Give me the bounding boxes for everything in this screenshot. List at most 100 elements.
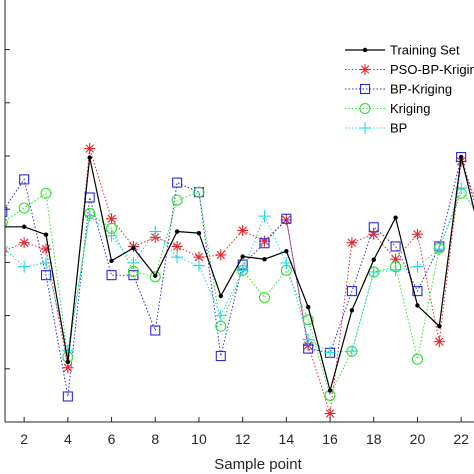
- data-point: [284, 249, 289, 254]
- data-point: [215, 249, 227, 261]
- data-point: [415, 303, 420, 308]
- data-point: [389, 263, 402, 276]
- data-point: [109, 258, 114, 264]
- legend-box: [340, 37, 474, 147]
- series-line: [5, 155, 474, 397]
- data-point: [153, 273, 158, 278]
- x-tick-label: 2: [20, 431, 28, 447]
- data-point: [302, 314, 314, 326]
- data-point: [43, 232, 49, 237]
- legend-label: PSO-BP-Kriging: [390, 62, 474, 77]
- data-point: [40, 256, 52, 269]
- data-point: [345, 345, 358, 358]
- data-point: [458, 154, 464, 160]
- legend: Training Set PSO-BP-Kriging BP-Kriging Krig…: [340, 37, 474, 147]
- series-kriging: [5, 186, 474, 401]
- series-line: [5, 191, 474, 397]
- data-point: [349, 308, 355, 313]
- data-point: [40, 187, 52, 199]
- data-point: [367, 265, 380, 278]
- legend-item: BP-Kriging: [345, 82, 452, 97]
- data-point: [40, 270, 52, 281]
- data-point: [359, 83, 371, 95]
- data-point: [259, 238, 270, 249]
- legend-label: Kriging: [390, 101, 430, 116]
- data-point: [240, 254, 245, 259]
- data-point: [258, 291, 271, 304]
- data-point: [346, 286, 357, 297]
- data-point: [172, 177, 183, 188]
- data-point: [215, 350, 226, 362]
- x-tick-label: 22: [453, 431, 469, 447]
- data-point: [412, 286, 423, 297]
- x-tick-label: 4: [64, 431, 72, 447]
- axes: [4, 0, 474, 423]
- data-point: [262, 257, 267, 262]
- data-point: [65, 359, 71, 365]
- data-point: [19, 174, 30, 185]
- data-point: [393, 215, 398, 220]
- data-point: [218, 293, 223, 299]
- legend-item: BP: [345, 121, 407, 136]
- data-point: [5, 246, 9, 248]
- data-point: [171, 194, 183, 206]
- data-point: [149, 225, 162, 238]
- data-point: [127, 256, 140, 269]
- data-point: [368, 222, 379, 233]
- series-layer: [0, 143, 474, 419]
- data-point: [324, 346, 337, 359]
- ticks: 2 4 6 8 10 12 14 16 18 20 22: [5, 49, 469, 447]
- x-tick-label: 14: [279, 431, 295, 447]
- data-point: [433, 243, 446, 256]
- data-point: [437, 324, 442, 329]
- data-point: [302, 333, 315, 346]
- legend-item: Training Set: [345, 43, 460, 58]
- data-point: [411, 260, 424, 273]
- x-tick-label: 6: [108, 431, 116, 447]
- data-point: [171, 251, 184, 264]
- data-point: [131, 245, 136, 251]
- data-point: [150, 325, 161, 336]
- series-bp: [5, 181, 474, 359]
- data-point: [83, 209, 96, 222]
- data-point: [306, 304, 311, 310]
- data-point: [359, 64, 371, 75]
- data-point: [433, 336, 445, 348]
- data-point: [362, 47, 368, 53]
- data-point: [18, 237, 30, 249]
- data-point: [5, 206, 8, 217]
- data-point: [18, 260, 31, 273]
- data-point: [105, 229, 118, 242]
- data-point: [106, 213, 118, 225]
- data-point: [21, 224, 27, 229]
- data-point: [371, 257, 376, 262]
- x-tick-label: 8: [151, 431, 159, 447]
- data-point: [106, 270, 117, 281]
- legend-item: Kriging: [345, 101, 430, 116]
- legend-label: BP: [390, 121, 407, 136]
- data-point: [411, 228, 423, 240]
- data-point: [327, 388, 333, 393]
- data-point: [214, 309, 227, 322]
- data-point: [84, 192, 95, 203]
- data-point: [84, 143, 96, 155]
- data-point: [18, 202, 30, 214]
- data-point: [40, 243, 52, 255]
- data-point: [192, 259, 205, 272]
- data-point: [281, 213, 292, 224]
- data-point: [5, 217, 8, 228]
- legend-item: PSO-BP-Kriging: [345, 62, 474, 77]
- x-axis-label: Sample point: [214, 456, 302, 473]
- x-tick-label: 20: [410, 431, 426, 447]
- data-point: [390, 241, 401, 252]
- data-point: [61, 344, 74, 357]
- data-point: [196, 230, 202, 236]
- x-tick-label: 16: [322, 431, 338, 447]
- data-point: [62, 391, 73, 402]
- data-point: [411, 353, 424, 365]
- data-point: [237, 224, 249, 236]
- data-point: [346, 237, 358, 249]
- data-point: [0, 225, 4, 229]
- data-point: [149, 271, 161, 283]
- series-bp-kriging: [5, 152, 474, 402]
